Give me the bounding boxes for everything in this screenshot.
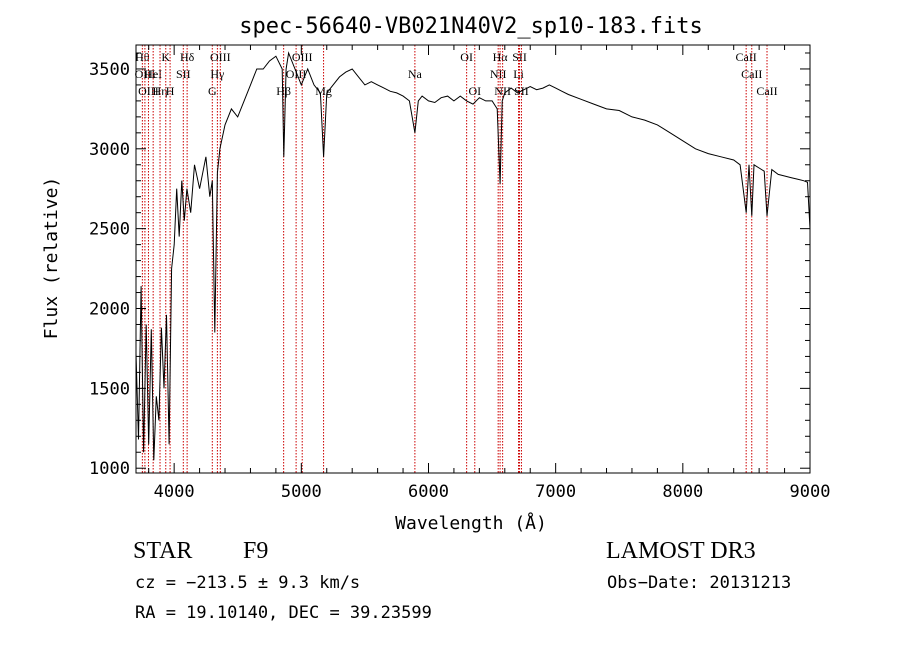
redshift-velocity: cz = −213.5 ± 9.3 km/s [135,573,361,593]
plot-frame [135,44,811,474]
x-axis-label: Wavelength (Å) [395,512,547,534]
marker-label: SII [176,67,191,81]
marker-label: H [166,84,175,98]
marker-label: OIII [135,67,156,81]
marker-label: Na [408,67,423,81]
y-tick-label: 1500 [89,379,130,399]
y-axis-label: Flux (relative) [41,177,62,340]
x-tick-label: 9000 [790,482,831,502]
marker-label: G [208,84,217,98]
y-tick-label: 2500 [89,220,130,240]
marker-label: OI [468,84,481,98]
marker-label: CaII [741,67,762,81]
y-tick-label: 2000 [89,300,130,320]
spectrum-series [135,51,811,461]
marker-label: Hβ [276,84,291,98]
marker-label: Hη [153,84,168,98]
marker-label: OIII [292,50,313,64]
x-tick-label: 8000 [662,482,703,502]
marker-label: NII [494,84,511,98]
marker-label: Hθ [135,50,150,64]
spectrum-line [135,51,811,461]
marker-label: OI [460,50,473,64]
y-tick-label: 1000 [89,459,130,479]
marker-label: OIII [210,50,231,64]
marker-label: CaII [756,84,777,98]
x-tick-label: 4000 [154,482,195,502]
y-tick-label: 3000 [89,140,130,160]
marker-label: Li [513,67,524,81]
spectral-line-markers: HθOIIIOIIIHeIHηKHSIIHδGHγOIIIHβOIIIOIIIM… [135,45,778,473]
survey-name: LAMOST DR3 [606,538,756,564]
marker-label: CaII [735,50,756,64]
marker-label: NII [490,67,507,81]
coordinates: RA = 19.10140, DEC = 39.23599 [135,603,432,623]
axes: 4000 5000 6000 7000 8000 9000 1000 1500 2000 2500… [89,44,831,502]
x-tick-label: 5000 [281,482,322,502]
x-tick-label: 6000 [408,482,449,502]
object-class: STAR [133,538,193,564]
y-tick-label: 3500 [89,60,130,80]
observation-date: Obs−Date: 20131213 [607,573,792,593]
x-tick-label: 7000 [535,482,576,502]
marker-label: Hγ [210,67,225,81]
marker-label: Mg [315,84,332,98]
object-subclass: F9 [243,538,269,564]
marker-label: K [161,50,170,64]
marker-label: OIII [286,67,307,81]
marker-label: HeI [144,67,162,81]
marker-label: Hδ [180,50,195,64]
chart-title: spec-56640-VB021N40V2_sp10-183.fits [239,14,703,39]
marker-label: Hα [493,50,509,64]
marker-label: SII [512,50,527,64]
